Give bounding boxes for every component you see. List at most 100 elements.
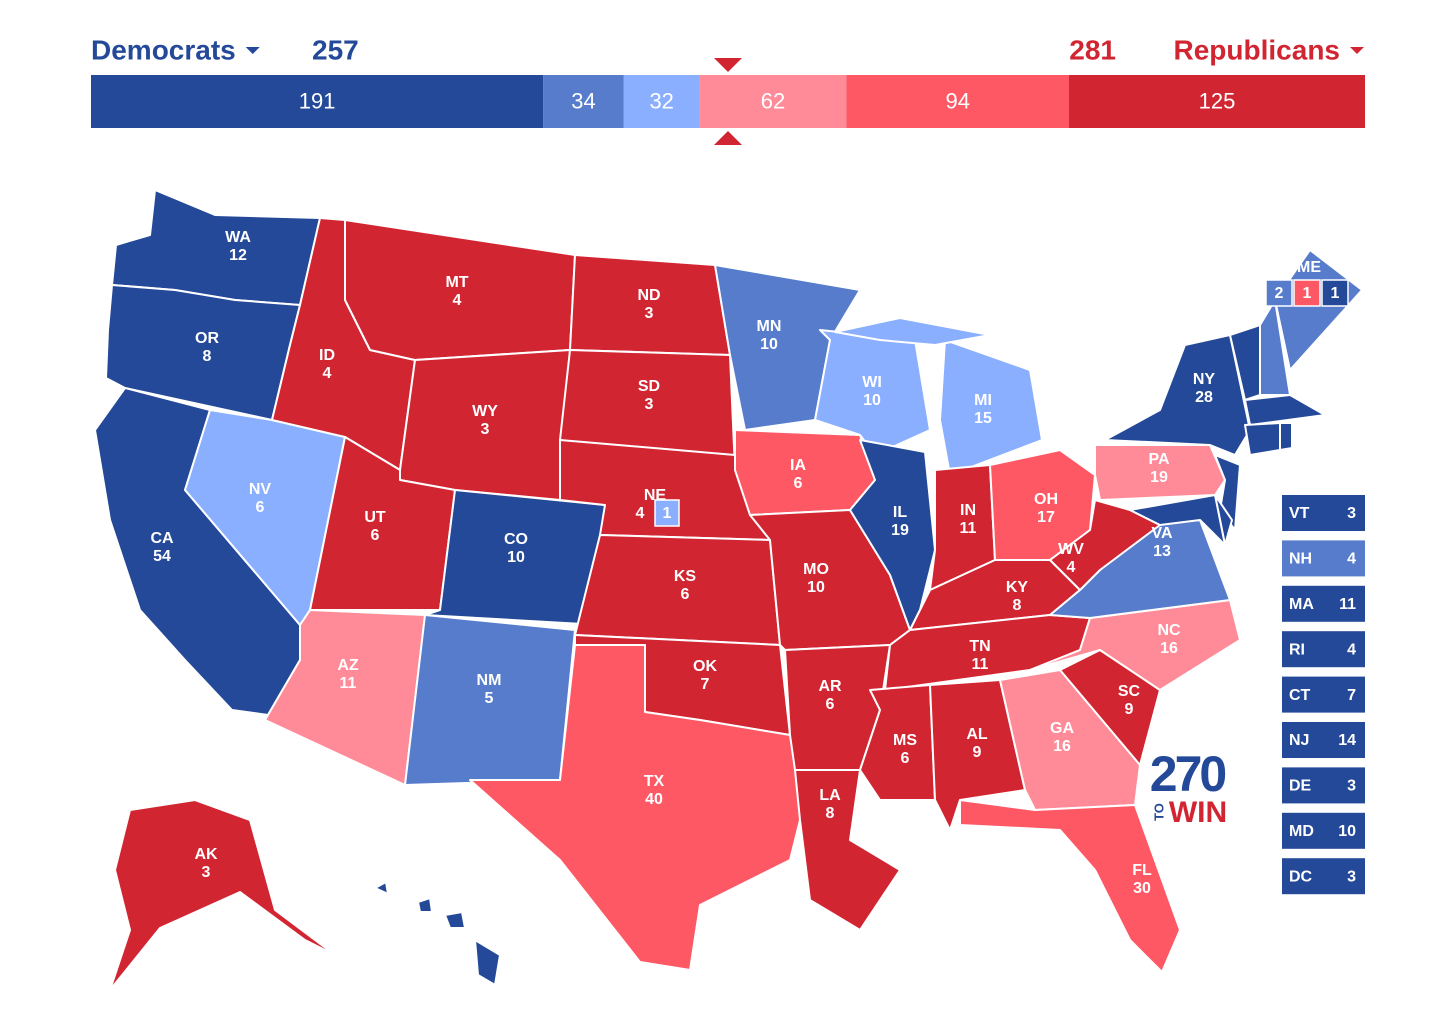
district-ev: 2 [1275, 285, 1284, 302]
state-ev: 17 [1037, 509, 1055, 526]
state-ev: 28 [1195, 389, 1213, 406]
state-ev: 6 [681, 586, 690, 603]
small-state-ev: 10 [1338, 823, 1356, 840]
republicans-label[interactable]: Republicans [1174, 34, 1340, 65]
state-abbr: OK [693, 658, 717, 675]
state-ev: 4 [323, 365, 332, 382]
midpoint-marker [714, 131, 742, 145]
state-ev: 54 [153, 548, 171, 565]
logo-win: WIN [1169, 796, 1227, 829]
small-state-ev: 14 [1338, 732, 1356, 749]
state-ev: 10 [863, 392, 881, 409]
small-states: VT 3 NH 4 MA 11 RI 4 CT 7 NJ 14 DE 3 MD 10 DC 3 [1282, 495, 1365, 895]
state-shape [444, 911, 466, 929]
state-abbr: IA [790, 457, 806, 474]
state-abbr: TX [644, 773, 665, 790]
state-abbr: VA [1151, 525, 1172, 542]
state-abbr: UT [364, 509, 386, 526]
small-state-abbr: NH [1289, 551, 1312, 568]
state-abbr: WV [1058, 541, 1084, 558]
state-ev: 3 [645, 396, 654, 413]
democrats-total: 257 [312, 34, 359, 65]
state-shape [959, 799, 1181, 973]
state-abbr: ID [319, 347, 335, 364]
small-state-box [1282, 722, 1365, 758]
state-ev: 16 [1160, 640, 1178, 657]
small-state-box [1282, 495, 1365, 531]
state-ev: 8 [1013, 597, 1022, 614]
state-ev: 9 [1125, 701, 1134, 718]
state-shape [1029, 599, 1241, 691]
state-ev: 4 [459, 970, 468, 987]
state-abbr: HI [455, 952, 471, 969]
small-state-ev: 4 [1347, 551, 1356, 568]
small-state-box [1282, 676, 1365, 713]
small-state-box [1282, 631, 1365, 668]
state-abbr: OR [195, 330, 219, 347]
state-abbr: NY [1193, 371, 1216, 388]
republicans-total: 281 [1069, 34, 1116, 65]
bar-segment-label: 62 [761, 88, 785, 113]
small-state-ev: 3 [1347, 868, 1356, 885]
small-state-box [1282, 767, 1365, 804]
state-ev: 6 [826, 696, 835, 713]
bar-segment [846, 75, 1069, 128]
state-abbr: IN [960, 502, 976, 519]
state-abbr: SC [1118, 683, 1141, 700]
state-ev: 8 [826, 805, 835, 822]
state-shape [834, 317, 991, 346]
bar-segment [91, 75, 544, 128]
small-state-box [1282, 858, 1365, 895]
small-state-abbr: RI [1289, 641, 1305, 658]
state-abbr: MI [974, 392, 992, 409]
state-abbr: AZ [337, 657, 359, 674]
state-ev: 40 [645, 791, 663, 808]
state-ev: 3 [645, 305, 654, 322]
state-ev: 4 [453, 292, 462, 309]
democrats-label[interactable]: Democrats [91, 34, 236, 65]
district-box [1293, 279, 1321, 307]
dropdown-caret[interactable] [1350, 47, 1364, 54]
state-ev: 6 [794, 475, 803, 492]
state-abbr: PA [1148, 451, 1169, 468]
state-ev: 12 [229, 247, 247, 264]
state-abbr: NV [249, 481, 272, 498]
state-abbr: IL [893, 504, 907, 521]
small-state-abbr: NJ [1289, 732, 1309, 749]
state-ev: 16 [1053, 738, 1071, 755]
tally-bar: 191 34 32 62 94 125 [91, 75, 1365, 128]
state-abbr: KY [1006, 579, 1029, 596]
state-ev: 19 [1150, 469, 1168, 486]
state-abbr: MN [757, 318, 782, 335]
small-state-box [1282, 812, 1365, 849]
states [94, 189, 1363, 991]
bar-segment-label: 34 [571, 88, 595, 113]
state-ev: 6 [371, 527, 380, 544]
small-state-abbr: MD [1289, 823, 1314, 840]
bar-segment-label: 32 [649, 88, 673, 113]
state-shape [374, 881, 389, 895]
state-ev: 15 [974, 410, 992, 427]
state-shape [1129, 494, 1226, 546]
state-abbr: ME [1297, 259, 1321, 276]
state-ev: 30 [1133, 880, 1151, 897]
state-ev: 3 [202, 864, 211, 881]
state-ev: 6 [901, 750, 910, 767]
dropdown-caret[interactable] [245, 47, 260, 54]
bar-segment-label: 94 [945, 88, 969, 113]
district-ev: 1 [1303, 285, 1312, 302]
district-box [1265, 279, 1293, 307]
state-abbr: ND [637, 287, 660, 304]
state-ev: 4 [1067, 559, 1076, 576]
state-shape [1244, 394, 1326, 426]
small-state-abbr: VT [1289, 505, 1310, 522]
small-state-ev: 4 [1347, 641, 1356, 658]
state-abbr: WY [472, 403, 498, 420]
state-abbr: MS [893, 732, 917, 749]
state-ev: 19 [891, 522, 909, 539]
state-ev: 11 [340, 675, 357, 692]
logo-number: 270 [1150, 746, 1226, 802]
state-ev: 13 [1153, 543, 1171, 560]
state-abbr: WA [225, 229, 251, 246]
